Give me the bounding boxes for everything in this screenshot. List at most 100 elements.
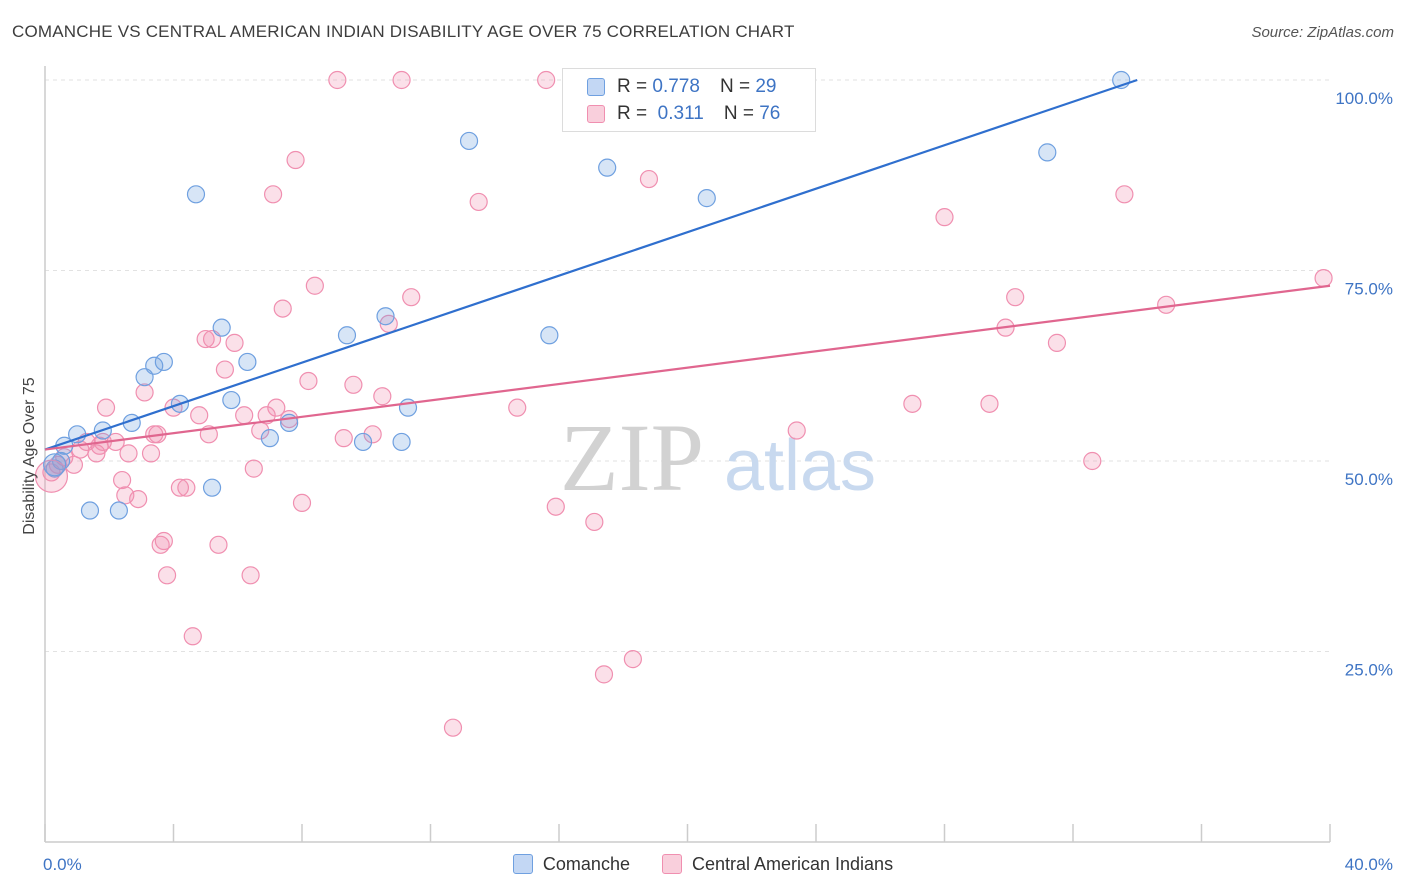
comanche-point bbox=[202, 478, 222, 497]
comanche-point bbox=[459, 131, 479, 151]
comanche-point bbox=[1038, 143, 1057, 162]
central-point bbox=[1047, 333, 1067, 352]
watermark-zip: ZIP bbox=[560, 404, 704, 511]
central-point bbox=[183, 627, 202, 646]
central-point bbox=[1083, 451, 1102, 471]
central-point bbox=[225, 333, 244, 352]
central-swatch bbox=[587, 105, 605, 123]
tick-labels: 100.0% 75.0% 50.0% 25.0% 0.0% 40.0% bbox=[43, 89, 1393, 874]
x-tick-label: 0.0% bbox=[43, 855, 82, 874]
grid-lines bbox=[45, 79, 1330, 652]
central-point bbox=[263, 185, 283, 204]
central-point bbox=[935, 208, 954, 227]
central-point bbox=[209, 535, 228, 554]
comanche-point bbox=[353, 432, 373, 452]
central-point bbox=[129, 490, 148, 509]
comanche-point bbox=[68, 425, 87, 444]
central-point bbox=[585, 512, 604, 532]
central-point bbox=[363, 425, 382, 444]
central-point bbox=[373, 387, 392, 406]
central-point bbox=[177, 478, 196, 497]
n-value: 76 bbox=[759, 103, 781, 124]
y-tick-label: 75.0% bbox=[1345, 280, 1393, 299]
r-value: 0.311 bbox=[657, 103, 704, 124]
central-point bbox=[903, 394, 922, 413]
comanche-point bbox=[145, 356, 164, 375]
central-point bbox=[980, 394, 999, 413]
central-point bbox=[34, 459, 69, 493]
central-point bbox=[299, 371, 318, 391]
central-point bbox=[286, 150, 305, 170]
comanche-swatch bbox=[587, 78, 605, 96]
comanche-point bbox=[186, 185, 206, 204]
central-swatch bbox=[661, 854, 682, 874]
comanche-point bbox=[697, 189, 716, 208]
central-point bbox=[328, 70, 347, 90]
comanche-point bbox=[80, 501, 100, 520]
comanche-point bbox=[222, 390, 241, 410]
y-tick-label: 100.0% bbox=[1335, 89, 1393, 108]
trend-lines bbox=[44, 78, 1331, 451]
central-point bbox=[215, 360, 234, 379]
central-point bbox=[546, 497, 565, 516]
central-point bbox=[1006, 288, 1025, 307]
comanche-swatch bbox=[512, 854, 533, 874]
comanche-point bbox=[392, 432, 411, 452]
chart-title: COMANCHE VS CENTRAL AMERICAN INDIAN DISA… bbox=[12, 22, 795, 41]
central-point bbox=[154, 531, 173, 551]
r-value: 0.778 bbox=[652, 76, 700, 97]
comanche-point bbox=[540, 326, 559, 345]
comanche-point bbox=[109, 501, 128, 520]
stats-legend: R = 0.778 N = 29 R = 0.311 N = 76 bbox=[562, 68, 816, 132]
y-axis-label: Disability Age Over 75 bbox=[21, 377, 38, 535]
central-point bbox=[196, 329, 215, 349]
central-point bbox=[141, 444, 161, 463]
central-point bbox=[537, 70, 556, 90]
central-point bbox=[244, 459, 263, 478]
central-point bbox=[235, 406, 254, 425]
central-point bbox=[594, 665, 614, 684]
series-legend: Comanche Central American Indians bbox=[0, 850, 1406, 878]
central-point bbox=[119, 444, 138, 463]
stats-row-central: R = 0.311 N = 76 bbox=[587, 102, 780, 126]
central-trend-line bbox=[44, 284, 1331, 451]
y-tick-label: 50.0% bbox=[1345, 470, 1393, 489]
legend-label-comanche: Comanche bbox=[542, 853, 630, 874]
central-point bbox=[96, 398, 116, 417]
comanche-trend-line bbox=[44, 78, 1138, 451]
comanche-point bbox=[212, 318, 231, 337]
comanche-point bbox=[337, 326, 357, 345]
central-point bbox=[292, 493, 312, 513]
n-label: N = bbox=[719, 76, 751, 97]
central-point bbox=[1115, 185, 1134, 204]
central-point bbox=[273, 299, 292, 318]
comanche-point bbox=[238, 352, 257, 372]
central-point bbox=[787, 421, 806, 440]
x-tick-label: 40.0% bbox=[1345, 855, 1393, 874]
central-point bbox=[1314, 269, 1333, 288]
watermark: ZIP atlas bbox=[560, 404, 876, 511]
comanche-point bbox=[598, 158, 617, 177]
central-point bbox=[334, 429, 353, 448]
n-label: N = bbox=[723, 103, 754, 124]
central-point bbox=[257, 406, 276, 425]
central-point bbox=[402, 288, 421, 307]
central-point bbox=[190, 406, 209, 425]
central-point bbox=[157, 566, 177, 585]
central-point bbox=[112, 470, 132, 490]
central-point bbox=[267, 398, 286, 417]
legend-label-central: Central American Indians bbox=[691, 853, 894, 874]
r-label: R = bbox=[617, 76, 648, 97]
axes bbox=[44, 66, 1331, 843]
central-point bbox=[639, 169, 659, 189]
central-point bbox=[305, 276, 324, 295]
legend-item-comanche: Comanche bbox=[512, 853, 630, 875]
y-tick-label: 25.0% bbox=[1345, 661, 1393, 680]
central-point bbox=[392, 70, 411, 90]
central-point bbox=[344, 375, 363, 394]
central-point bbox=[623, 650, 642, 669]
watermark-atlas: atlas bbox=[724, 426, 876, 506]
central-point bbox=[135, 383, 154, 402]
central-point bbox=[469, 192, 488, 212]
